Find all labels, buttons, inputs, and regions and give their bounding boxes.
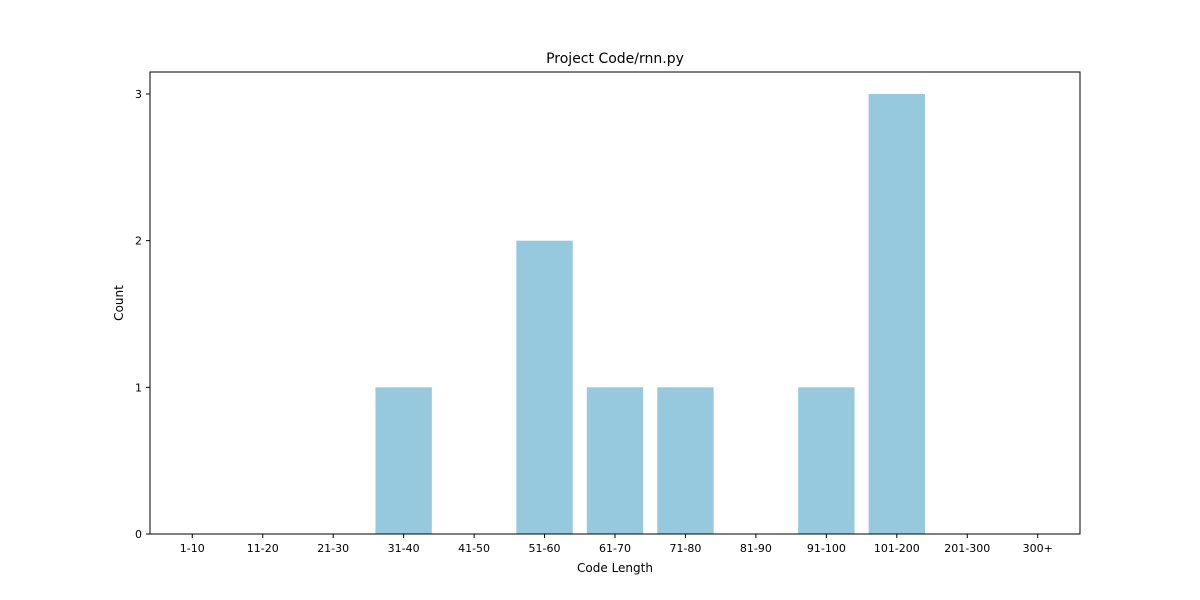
x-tick-label-21-30: 21-30: [317, 542, 349, 555]
y-tick-label-1: 1: [135, 381, 142, 394]
y-tick-label-3: 3: [135, 88, 142, 101]
x-tick-label-81-90: 81-90: [740, 542, 772, 555]
x-tick-label-101-200: 101-200: [874, 542, 920, 555]
x-tick-label-71-80: 71-80: [669, 542, 701, 555]
x-axis: 1-10 11-20 21-30 31-40 41-50 51-60 61-70 71-80 8…: [180, 534, 1053, 555]
x-tick-label-61-70: 61-70: [599, 542, 631, 555]
x-tick-label-51-60: 51-60: [529, 542, 561, 555]
y-axis: 0 1 2 3: [135, 88, 150, 541]
x-tick-label-91-100: 91-100: [807, 542, 846, 555]
x-tick-label-41-50: 41-50: [458, 542, 490, 555]
x-tick-label-201-300: 201-300: [944, 542, 990, 555]
bar-31-40: [375, 387, 432, 534]
bar-71-80: [657, 387, 714, 534]
y-tick-label-2: 2: [135, 235, 142, 248]
bars-group: [375, 94, 925, 534]
x-axis-label: Code Length: [577, 561, 653, 575]
x-tick-label-300+: 300+: [1023, 542, 1053, 555]
x-tick-label-11-20: 11-20: [247, 542, 279, 555]
bar-51-60: [516, 240, 573, 534]
chart-title: Project Code/rnn.py: [546, 51, 684, 67]
x-tick-label-31-40: 31-40: [388, 542, 420, 555]
bar-61-70: [586, 387, 644, 534]
bar-91-100: [798, 387, 855, 534]
y-tick-label-0: 0: [135, 528, 142, 541]
y-axis-label: Count: [112, 285, 126, 321]
x-tick-label-1-10: 1-10: [180, 542, 205, 555]
bar-101-200: [868, 94, 925, 534]
